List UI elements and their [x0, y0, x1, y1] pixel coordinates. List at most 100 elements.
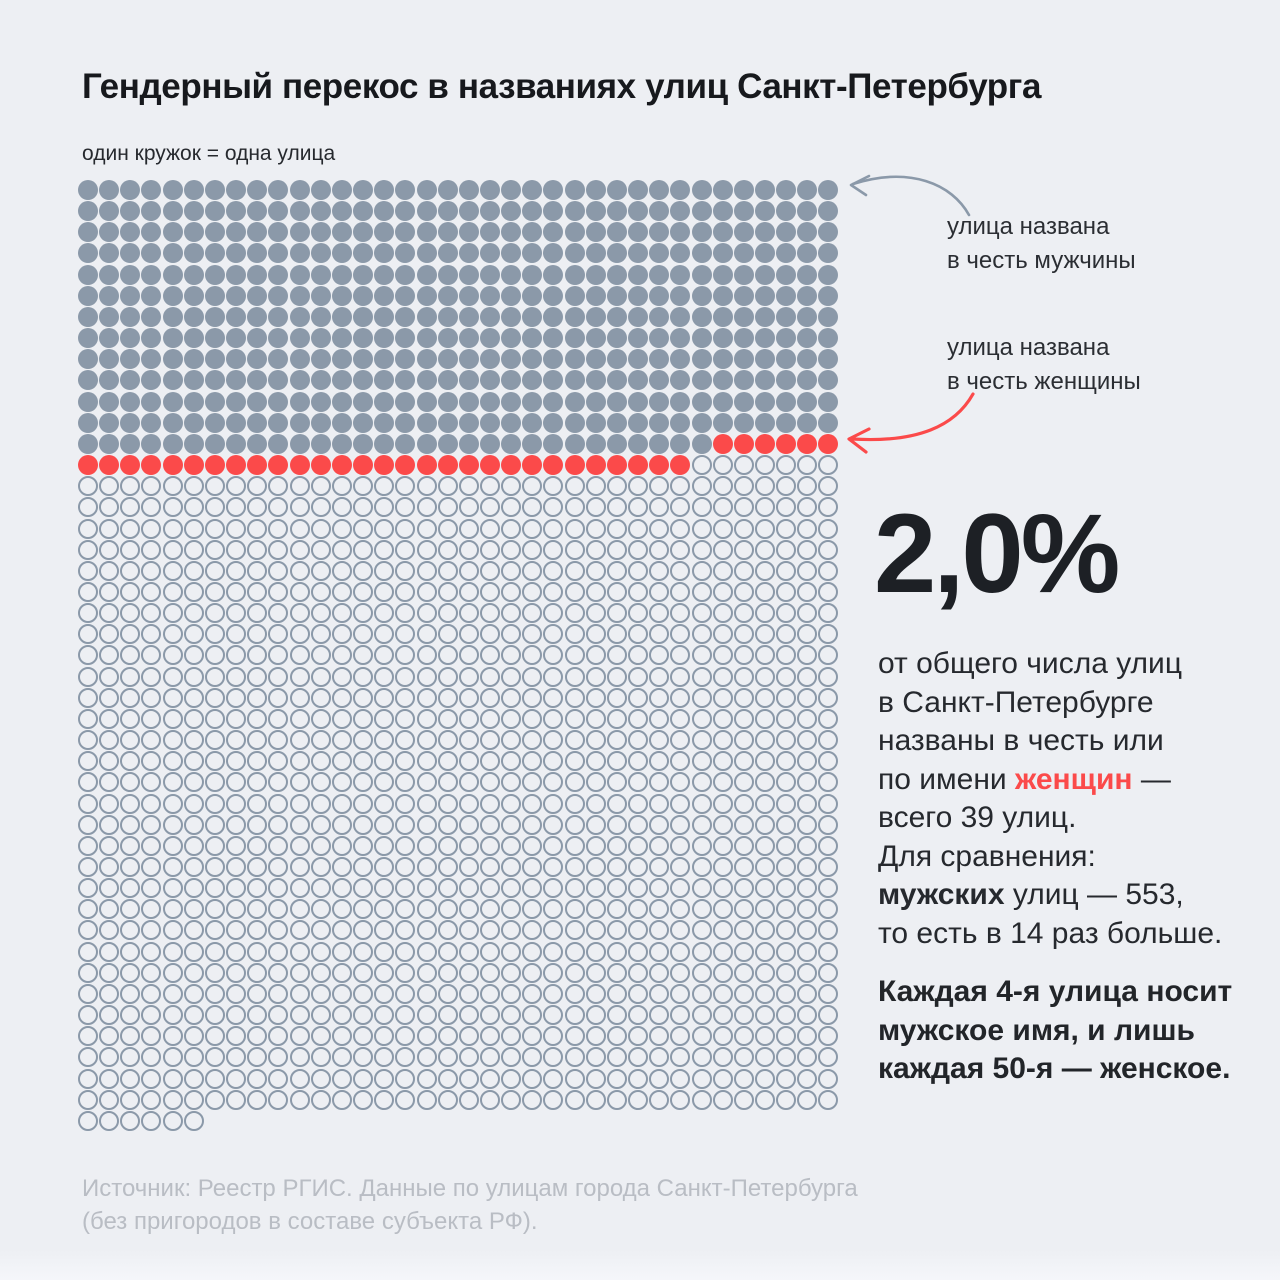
dot-other: [649, 920, 670, 941]
dot-male: [755, 243, 775, 264]
dot-male: [733, 306, 754, 327]
dot-other: [204, 560, 225, 581]
dot-other: [776, 560, 797, 581]
dot-male: [78, 285, 98, 306]
dot-other: [331, 518, 352, 539]
dot-male: [395, 349, 416, 370]
dot-other: [670, 645, 691, 666]
dot-other: [310, 730, 331, 751]
dot-other: [395, 941, 416, 962]
dot-male: [522, 328, 543, 349]
dot-male: [353, 201, 374, 222]
dot-other: [733, 878, 754, 899]
dot-other: [226, 814, 247, 835]
dot-other: [226, 560, 247, 581]
dot-other: [797, 730, 818, 751]
dot-other: [606, 751, 627, 772]
dot-other: [585, 835, 606, 856]
dot-other: [479, 560, 500, 581]
dot-male: [564, 285, 585, 306]
dot-other: [374, 793, 395, 814]
dot-male: [755, 285, 775, 306]
dot-male: [670, 412, 691, 433]
dot-other: [183, 497, 204, 518]
dot-male: [606, 412, 627, 433]
dot-male: [522, 264, 543, 285]
dot-other: [120, 708, 141, 729]
dot-male: [78, 349, 98, 370]
dot-other: [78, 581, 98, 602]
dot-other: [416, 708, 437, 729]
dot-other: [797, 708, 818, 729]
dot-other: [522, 772, 543, 793]
dot-other: [733, 560, 754, 581]
dot-male: [479, 328, 500, 349]
dot-other: [416, 920, 437, 941]
dot-other: [733, 497, 754, 518]
dot-other: [543, 666, 564, 687]
dot-other: [649, 793, 670, 814]
dot-other: [353, 1068, 374, 1089]
dot-other: [374, 476, 395, 497]
dot-other: [733, 835, 754, 856]
dot-other: [564, 899, 585, 920]
dot-other: [797, 1068, 818, 1089]
dot-male: [691, 306, 712, 327]
dot-other: [522, 476, 543, 497]
dot-male: [543, 243, 564, 264]
dot-male: [353, 264, 374, 285]
dot-other: [564, 645, 585, 666]
dot-male: [755, 306, 775, 327]
dot-other: [99, 1110, 120, 1131]
dot-male: [437, 349, 458, 370]
dot-other: [606, 857, 627, 877]
dot-male: [585, 243, 606, 264]
dot-other: [564, 476, 585, 497]
dot-other: [353, 560, 374, 581]
dot-other: [141, 772, 162, 793]
dot-other: [501, 730, 522, 751]
dot-other: [268, 1005, 289, 1026]
dot-other: [268, 793, 289, 814]
dot-male: [204, 285, 225, 306]
dot-other: [331, 539, 352, 560]
dot-other: [649, 476, 670, 497]
dot-male: [733, 349, 754, 370]
dot-male: [691, 370, 712, 391]
dot-male: [479, 391, 500, 412]
dot-other: [585, 1005, 606, 1026]
dot-other: [649, 814, 670, 835]
dot-other: [78, 539, 98, 560]
dot-other: [628, 814, 649, 835]
dot-other: [120, 814, 141, 835]
dot-other: [458, 1089, 479, 1110]
dot-other: [818, 941, 839, 962]
dot-other: [606, 1026, 627, 1047]
dot-other: [353, 645, 374, 666]
dot-other: [416, 941, 437, 962]
dot-other: [818, 518, 839, 539]
dot-other: [268, 983, 289, 1004]
dot-male: [395, 306, 416, 327]
dot-male: [268, 306, 289, 327]
dot-other: [183, 835, 204, 856]
dot-male: [226, 370, 247, 391]
dot-other: [712, 518, 733, 539]
dot-male: [120, 201, 141, 222]
dot-other: [204, 476, 225, 497]
dot-other: [691, 835, 712, 856]
dot-male: [331, 370, 352, 391]
dot-female: [755, 433, 775, 454]
dot-other: [226, 835, 247, 856]
dot-other: [543, 560, 564, 581]
dot-other: [268, 962, 289, 983]
dot-male: [585, 391, 606, 412]
dot-male: [501, 243, 522, 264]
dot-other: [141, 941, 162, 962]
dot-other: [120, 1089, 141, 1110]
dot-other: [183, 857, 204, 877]
dot-male: [120, 328, 141, 349]
dot-other: [331, 708, 352, 729]
dot-other: [310, 920, 331, 941]
dot-other: [564, 857, 585, 877]
